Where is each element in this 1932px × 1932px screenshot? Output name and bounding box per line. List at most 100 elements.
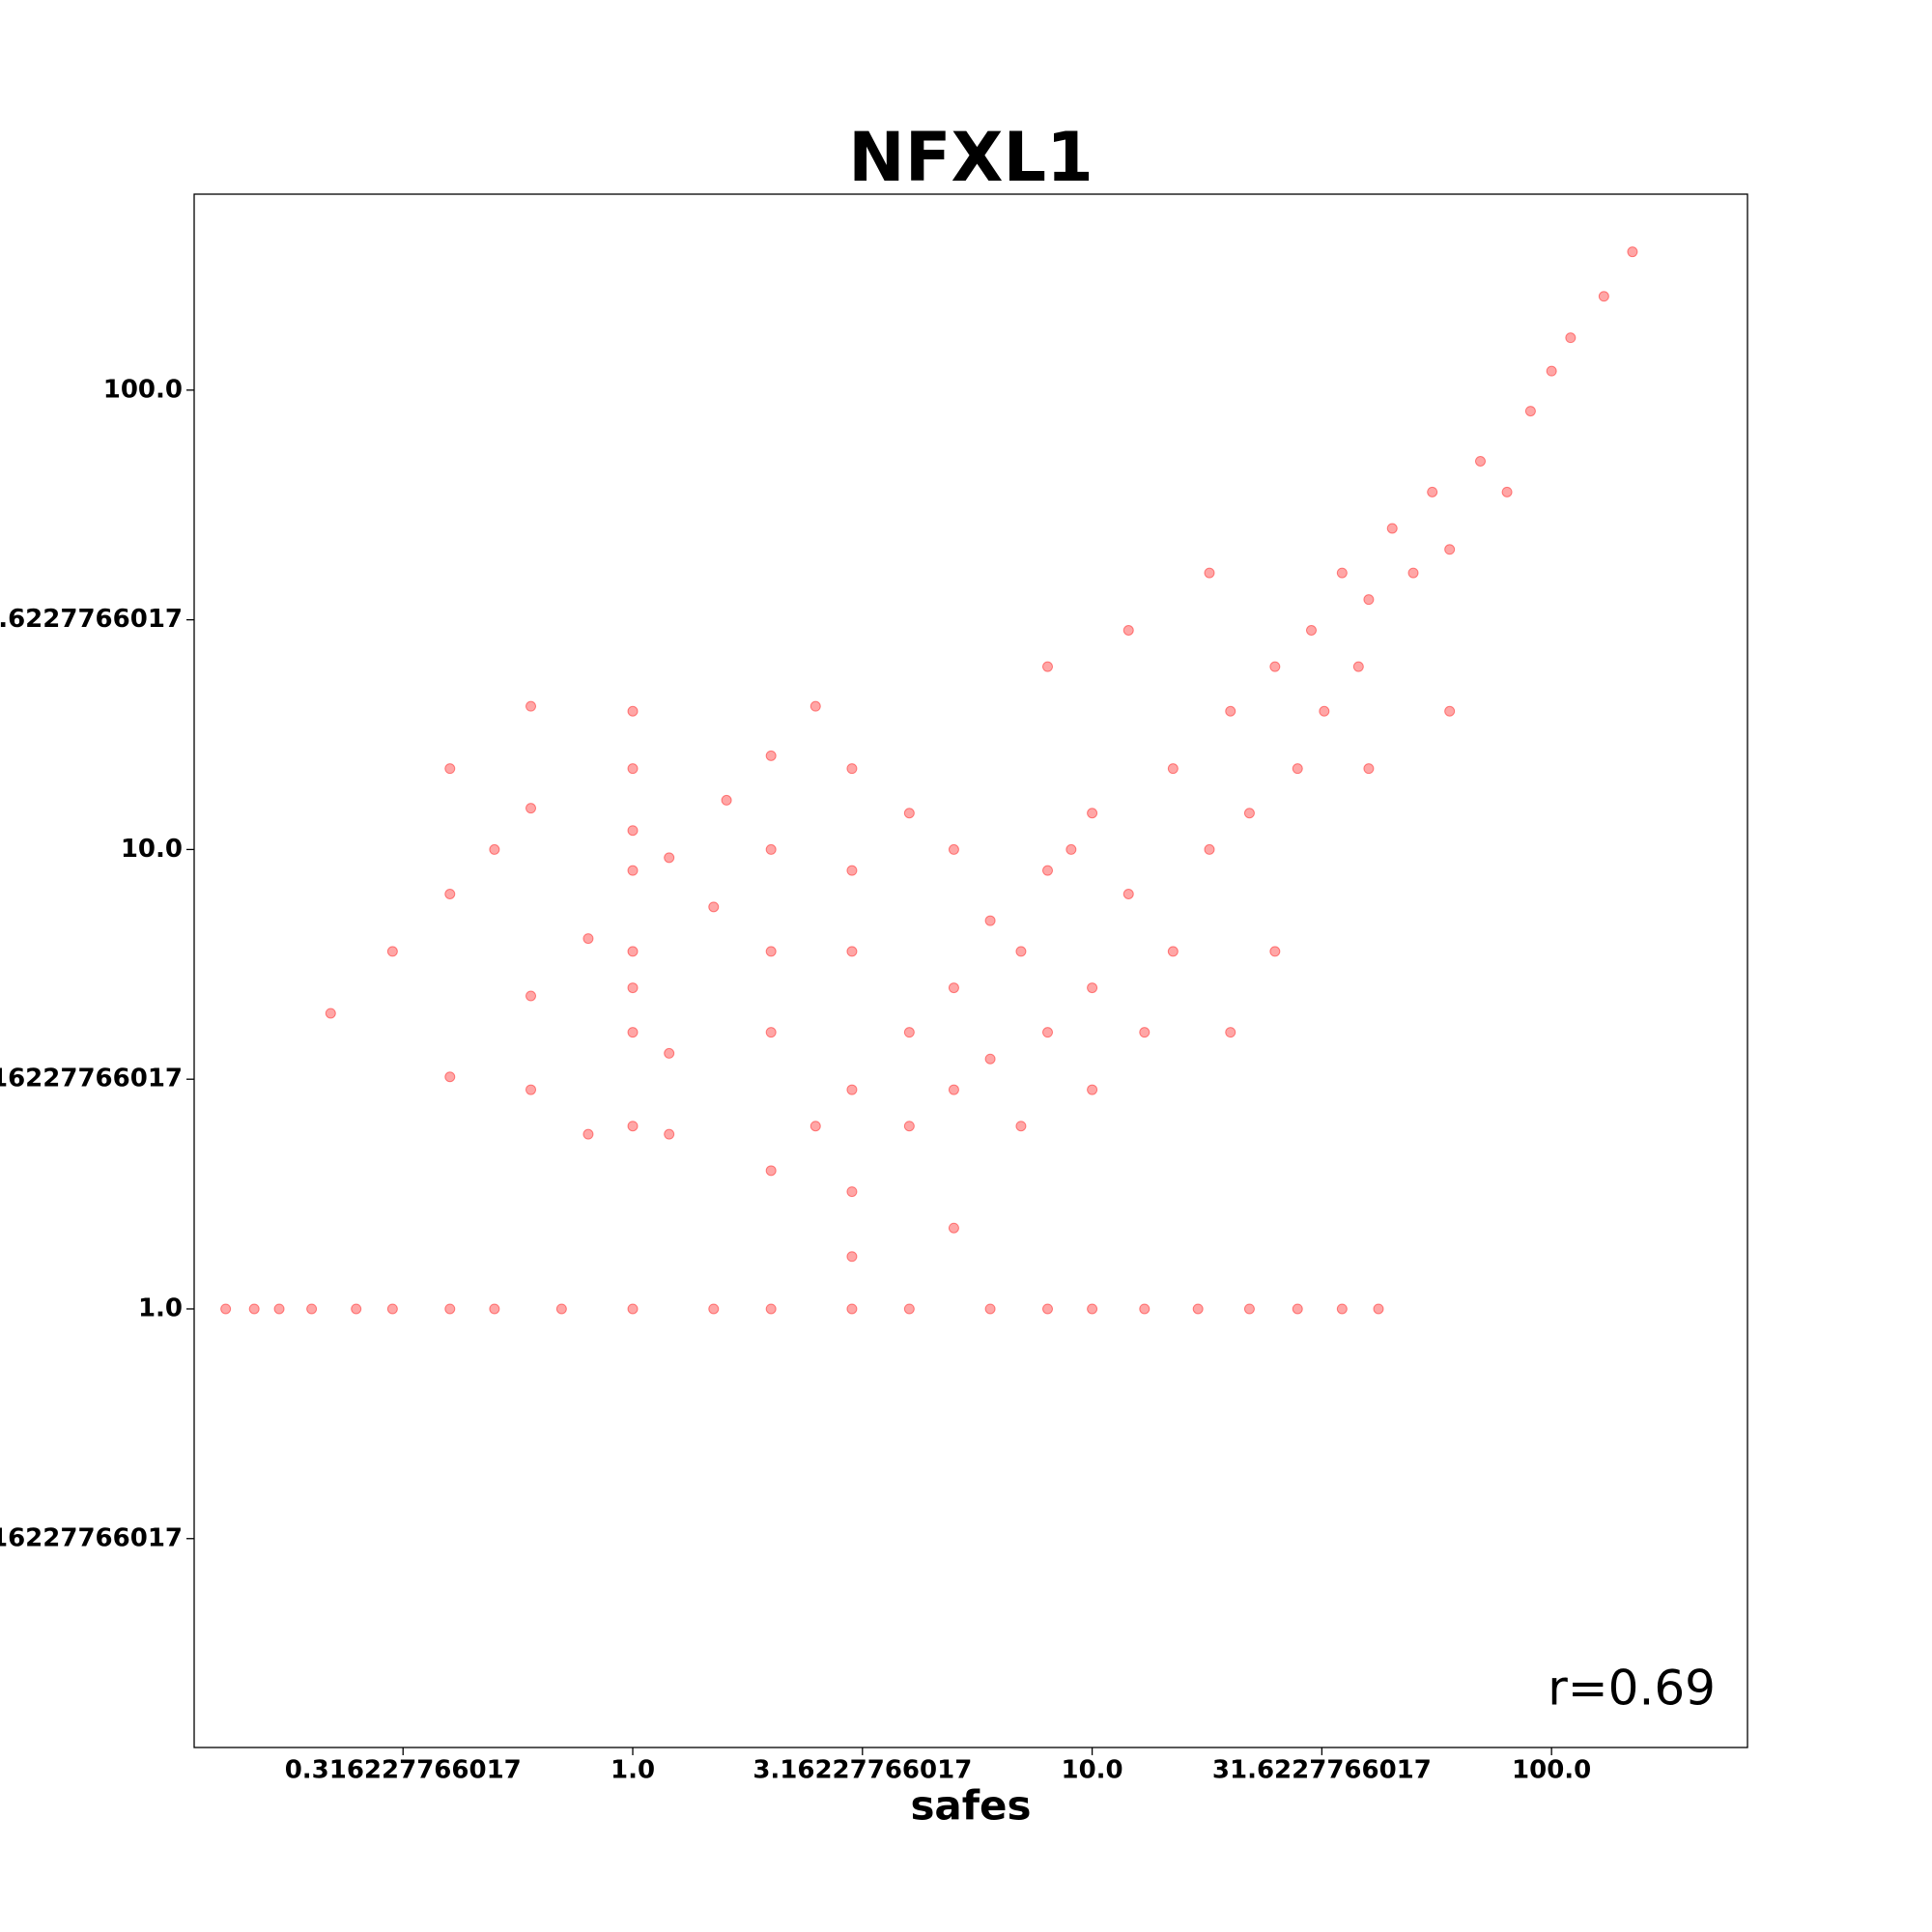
point bbox=[846, 1303, 858, 1315]
point bbox=[325, 1008, 336, 1019]
x-tick-label: 10.0 bbox=[1062, 1756, 1123, 1785]
point bbox=[526, 700, 537, 712]
point bbox=[664, 852, 675, 864]
point bbox=[526, 990, 537, 1002]
point bbox=[1139, 1303, 1151, 1315]
point bbox=[1042, 1027, 1054, 1038]
point bbox=[526, 803, 537, 814]
point bbox=[1167, 946, 1179, 957]
point bbox=[220, 1303, 232, 1315]
point bbox=[1225, 705, 1236, 717]
point bbox=[708, 901, 720, 913]
point bbox=[1363, 763, 1375, 775]
point bbox=[765, 1027, 777, 1038]
point bbox=[306, 1303, 318, 1315]
point bbox=[627, 946, 639, 957]
point bbox=[627, 1303, 639, 1315]
point bbox=[273, 1303, 285, 1315]
point bbox=[351, 1303, 362, 1315]
point bbox=[1192, 1303, 1204, 1315]
point bbox=[1122, 888, 1134, 899]
point bbox=[582, 933, 594, 945]
point bbox=[1087, 1303, 1098, 1315]
point bbox=[903, 1303, 915, 1315]
point bbox=[1386, 523, 1398, 534]
point bbox=[1015, 1121, 1027, 1132]
point bbox=[248, 1303, 260, 1315]
point bbox=[984, 915, 996, 926]
point bbox=[948, 843, 959, 855]
x-tick-label: 31.6227766017 bbox=[1212, 1756, 1432, 1785]
chart-title: NFXL1 bbox=[848, 118, 1094, 197]
x-tick-label: 1.0 bbox=[611, 1756, 655, 1785]
x-axis-label: safes bbox=[910, 1782, 1031, 1830]
point bbox=[1243, 808, 1255, 819]
point bbox=[765, 1303, 777, 1315]
y-tick-label: 1.0 bbox=[138, 1293, 183, 1322]
point bbox=[1015, 946, 1027, 957]
point bbox=[1042, 1303, 1054, 1315]
point bbox=[846, 1186, 858, 1198]
point bbox=[903, 808, 915, 819]
point bbox=[903, 1121, 915, 1132]
y-tick-label: 100.0 bbox=[103, 375, 183, 404]
point bbox=[708, 1303, 720, 1315]
point bbox=[1305, 625, 1317, 637]
point bbox=[721, 794, 732, 806]
point bbox=[1565, 332, 1577, 344]
point bbox=[1292, 763, 1303, 775]
point bbox=[582, 1128, 594, 1140]
point bbox=[1336, 567, 1348, 579]
point bbox=[1292, 1303, 1303, 1315]
point bbox=[1546, 365, 1557, 377]
point bbox=[1204, 567, 1215, 579]
point bbox=[1474, 456, 1486, 468]
point bbox=[984, 1053, 996, 1065]
point bbox=[1122, 625, 1134, 637]
point bbox=[1524, 406, 1536, 417]
point bbox=[1627, 246, 1638, 258]
point bbox=[1598, 291, 1609, 302]
y-tick-label: 0.316227766017 bbox=[0, 1523, 183, 1552]
point bbox=[765, 750, 777, 761]
point bbox=[386, 946, 398, 957]
point bbox=[1065, 843, 1077, 855]
point bbox=[489, 1303, 500, 1315]
point bbox=[903, 1027, 915, 1038]
point bbox=[984, 1303, 996, 1315]
point bbox=[948, 982, 959, 994]
point bbox=[810, 700, 821, 712]
x-tick-label: 100.0 bbox=[1512, 1756, 1591, 1785]
point bbox=[555, 1303, 567, 1315]
y-tick-label: 3.16227766017 bbox=[0, 1065, 183, 1094]
point bbox=[1407, 567, 1419, 579]
point bbox=[444, 763, 456, 775]
point bbox=[1363, 594, 1375, 606]
point bbox=[1042, 865, 1054, 876]
point bbox=[1225, 1027, 1236, 1038]
y-tick-label: 31.6227766017 bbox=[0, 605, 183, 634]
plot-frame bbox=[193, 193, 1748, 1748]
annotation: r=0.69 bbox=[1548, 1661, 1716, 1717]
point bbox=[846, 1084, 858, 1095]
point bbox=[1042, 661, 1054, 672]
point bbox=[1352, 661, 1364, 672]
x-tick-label: 3.16227766017 bbox=[753, 1756, 972, 1785]
point bbox=[1139, 1027, 1151, 1038]
point bbox=[444, 888, 456, 899]
point bbox=[948, 1222, 959, 1234]
point bbox=[948, 1084, 959, 1095]
point bbox=[1243, 1303, 1255, 1315]
point bbox=[846, 1251, 858, 1263]
point bbox=[489, 843, 500, 855]
point bbox=[627, 763, 639, 775]
point bbox=[846, 763, 858, 775]
point bbox=[444, 1071, 456, 1083]
point bbox=[1427, 486, 1438, 497]
point bbox=[1087, 1084, 1098, 1095]
point bbox=[1444, 544, 1456, 555]
point bbox=[1444, 705, 1456, 717]
point bbox=[526, 1084, 537, 1095]
